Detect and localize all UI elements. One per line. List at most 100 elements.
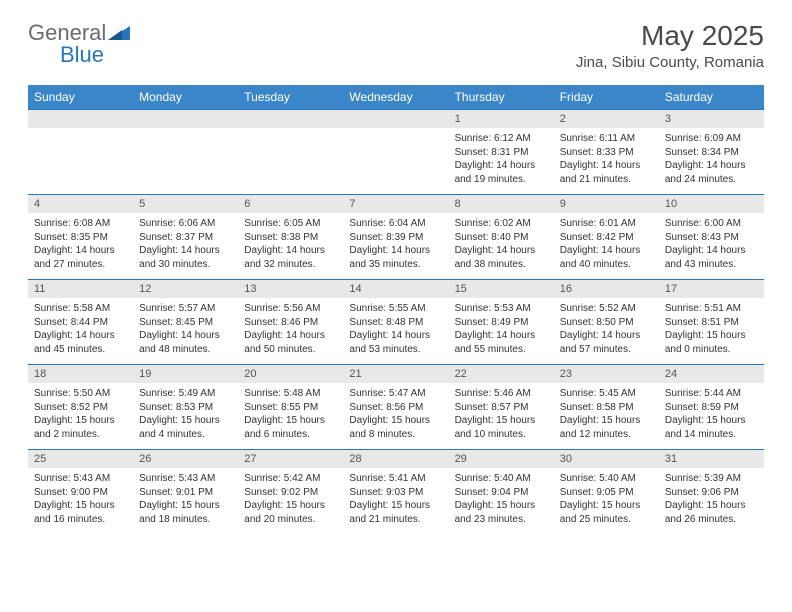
calendar-cell: 9Sunrise: 6:01 AMSunset: 8:42 PMDaylight… <box>554 195 659 280</box>
calendar-cell: 20Sunrise: 5:48 AMSunset: 8:55 PMDayligh… <box>238 365 343 450</box>
daynum-bar: 9 <box>554 195 659 213</box>
daynum-bar: 12 <box>133 280 238 298</box>
daynum-bar: 4 <box>28 195 133 213</box>
day-details <box>133 128 238 178</box>
calendar-cell: 6Sunrise: 6:05 AMSunset: 8:38 PMDaylight… <box>238 195 343 280</box>
month-title: May 2025 <box>576 20 764 52</box>
daynum-bar: 18 <box>28 365 133 383</box>
day-details: Sunrise: 5:51 AMSunset: 8:51 PMDaylight:… <box>659 298 764 364</box>
calendar-cell: 22Sunrise: 5:46 AMSunset: 8:57 PMDayligh… <box>449 365 554 450</box>
daynum-bar: 8 <box>449 195 554 213</box>
calendar-cell: 16Sunrise: 5:52 AMSunset: 8:50 PMDayligh… <box>554 280 659 365</box>
day-header: Monday <box>133 85 238 110</box>
day-details: Sunrise: 5:58 AMSunset: 8:44 PMDaylight:… <box>28 298 133 364</box>
day-details <box>28 128 133 178</box>
calendar-cell: 1Sunrise: 6:12 AMSunset: 8:31 PMDaylight… <box>449 110 554 195</box>
calendar-cell <box>28 110 133 195</box>
daynum-bar <box>28 110 133 128</box>
calendar-cell: 15Sunrise: 5:53 AMSunset: 8:49 PMDayligh… <box>449 280 554 365</box>
day-details: Sunrise: 6:08 AMSunset: 8:35 PMDaylight:… <box>28 213 133 279</box>
logo-triangle-icon <box>108 22 130 45</box>
calendar-cell: 2Sunrise: 6:11 AMSunset: 8:33 PMDaylight… <box>554 110 659 195</box>
day-details: Sunrise: 5:53 AMSunset: 8:49 PMDaylight:… <box>449 298 554 364</box>
day-details: Sunrise: 5:40 AMSunset: 9:05 PMDaylight:… <box>554 468 659 534</box>
day-details: Sunrise: 5:57 AMSunset: 8:45 PMDaylight:… <box>133 298 238 364</box>
daynum-bar <box>133 110 238 128</box>
day-details: Sunrise: 5:45 AMSunset: 8:58 PMDaylight:… <box>554 383 659 449</box>
day-details: Sunrise: 5:49 AMSunset: 8:53 PMDaylight:… <box>133 383 238 449</box>
calendar-cell: 31Sunrise: 5:39 AMSunset: 9:06 PMDayligh… <box>659 450 764 535</box>
day-header: Saturday <box>659 85 764 110</box>
daynum-bar: 11 <box>28 280 133 298</box>
calendar-cell: 29Sunrise: 5:40 AMSunset: 9:04 PMDayligh… <box>449 450 554 535</box>
calendar-cell: 17Sunrise: 5:51 AMSunset: 8:51 PMDayligh… <box>659 280 764 365</box>
day-details: Sunrise: 5:56 AMSunset: 8:46 PMDaylight:… <box>238 298 343 364</box>
day-details: Sunrise: 6:11 AMSunset: 8:33 PMDaylight:… <box>554 128 659 194</box>
day-header: Tuesday <box>238 85 343 110</box>
daynum-bar <box>238 110 343 128</box>
day-details: Sunrise: 6:00 AMSunset: 8:43 PMDaylight:… <box>659 213 764 279</box>
calendar-cell: 8Sunrise: 6:02 AMSunset: 8:40 PMDaylight… <box>449 195 554 280</box>
calendar-cell: 12Sunrise: 5:57 AMSunset: 8:45 PMDayligh… <box>133 280 238 365</box>
day-header: Friday <box>554 85 659 110</box>
day-details: Sunrise: 6:02 AMSunset: 8:40 PMDaylight:… <box>449 213 554 279</box>
day-details: Sunrise: 5:52 AMSunset: 8:50 PMDaylight:… <box>554 298 659 364</box>
calendar-cell: 30Sunrise: 5:40 AMSunset: 9:05 PMDayligh… <box>554 450 659 535</box>
calendar-cell: 13Sunrise: 5:56 AMSunset: 8:46 PMDayligh… <box>238 280 343 365</box>
daynum-bar: 1 <box>449 110 554 128</box>
daynum-bar: 17 <box>659 280 764 298</box>
daynum-bar: 3 <box>659 110 764 128</box>
week-row: 18Sunrise: 5:50 AMSunset: 8:52 PMDayligh… <box>28 365 764 450</box>
day-details: Sunrise: 5:42 AMSunset: 9:02 PMDaylight:… <box>238 468 343 534</box>
day-details: Sunrise: 6:05 AMSunset: 8:38 PMDaylight:… <box>238 213 343 279</box>
day-details: Sunrise: 6:04 AMSunset: 8:39 PMDaylight:… <box>343 213 448 279</box>
calendar-cell: 19Sunrise: 5:49 AMSunset: 8:53 PMDayligh… <box>133 365 238 450</box>
day-details: Sunrise: 5:39 AMSunset: 9:06 PMDaylight:… <box>659 468 764 534</box>
day-header: Sunday <box>28 85 133 110</box>
daynum-bar: 31 <box>659 450 764 468</box>
daynum-bar: 29 <box>449 450 554 468</box>
daynum-bar: 15 <box>449 280 554 298</box>
day-details: Sunrise: 5:46 AMSunset: 8:57 PMDaylight:… <box>449 383 554 449</box>
logo-blue-row: Blue <box>28 42 104 68</box>
daynum-bar: 21 <box>343 365 448 383</box>
calendar-cell: 28Sunrise: 5:41 AMSunset: 9:03 PMDayligh… <box>343 450 448 535</box>
day-details: Sunrise: 5:44 AMSunset: 8:59 PMDaylight:… <box>659 383 764 449</box>
day-details <box>238 128 343 178</box>
calendar-cell: 10Sunrise: 6:00 AMSunset: 8:43 PMDayligh… <box>659 195 764 280</box>
day-details: Sunrise: 6:06 AMSunset: 8:37 PMDaylight:… <box>133 213 238 279</box>
daynum-bar: 28 <box>343 450 448 468</box>
daynum-bar: 10 <box>659 195 764 213</box>
week-row: 4Sunrise: 6:08 AMSunset: 8:35 PMDaylight… <box>28 195 764 280</box>
daynum-bar: 7 <box>343 195 448 213</box>
page-header: General May 2025 Jina, Sibiu County, Rom… <box>28 20 764 71</box>
day-details: Sunrise: 5:47 AMSunset: 8:56 PMDaylight:… <box>343 383 448 449</box>
week-row: 1Sunrise: 6:12 AMSunset: 8:31 PMDaylight… <box>28 110 764 195</box>
daynum-bar: 6 <box>238 195 343 213</box>
location-text: Jina, Sibiu County, Romania <box>576 54 764 71</box>
daynum-bar: 14 <box>343 280 448 298</box>
day-header: Thursday <box>449 85 554 110</box>
daynum-bar: 26 <box>133 450 238 468</box>
daynum-bar: 24 <box>659 365 764 383</box>
calendar-cell: 25Sunrise: 5:43 AMSunset: 9:00 PMDayligh… <box>28 450 133 535</box>
daynum-bar: 25 <box>28 450 133 468</box>
calendar-cell: 11Sunrise: 5:58 AMSunset: 8:44 PMDayligh… <box>28 280 133 365</box>
daynum-bar: 2 <box>554 110 659 128</box>
daynum-bar: 19 <box>133 365 238 383</box>
logo-text-blue: Blue <box>60 42 104 68</box>
daynum-bar: 16 <box>554 280 659 298</box>
calendar-cell: 26Sunrise: 5:43 AMSunset: 9:01 PMDayligh… <box>133 450 238 535</box>
day-details: Sunrise: 5:55 AMSunset: 8:48 PMDaylight:… <box>343 298 448 364</box>
week-row: 11Sunrise: 5:58 AMSunset: 8:44 PMDayligh… <box>28 280 764 365</box>
day-header: Wednesday <box>343 85 448 110</box>
daynum-bar: 23 <box>554 365 659 383</box>
calendar-cell: 14Sunrise: 5:55 AMSunset: 8:48 PMDayligh… <box>343 280 448 365</box>
calendar-cell: 27Sunrise: 5:42 AMSunset: 9:02 PMDayligh… <box>238 450 343 535</box>
day-details: Sunrise: 5:41 AMSunset: 9:03 PMDaylight:… <box>343 468 448 534</box>
calendar-cell: 23Sunrise: 5:45 AMSunset: 8:58 PMDayligh… <box>554 365 659 450</box>
calendar-table: SundayMondayTuesdayWednesdayThursdayFrid… <box>28 85 764 534</box>
day-details <box>343 128 448 178</box>
day-details: Sunrise: 5:40 AMSunset: 9:04 PMDaylight:… <box>449 468 554 534</box>
day-details: Sunrise: 6:12 AMSunset: 8:31 PMDaylight:… <box>449 128 554 194</box>
